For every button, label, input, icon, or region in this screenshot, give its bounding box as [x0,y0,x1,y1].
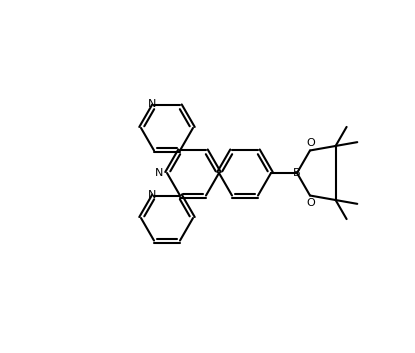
Text: O: O [307,138,315,149]
Text: B: B [293,168,301,178]
Text: O: O [307,198,315,208]
Text: N: N [148,100,156,109]
Text: N: N [148,190,156,199]
Text: N: N [155,168,163,178]
